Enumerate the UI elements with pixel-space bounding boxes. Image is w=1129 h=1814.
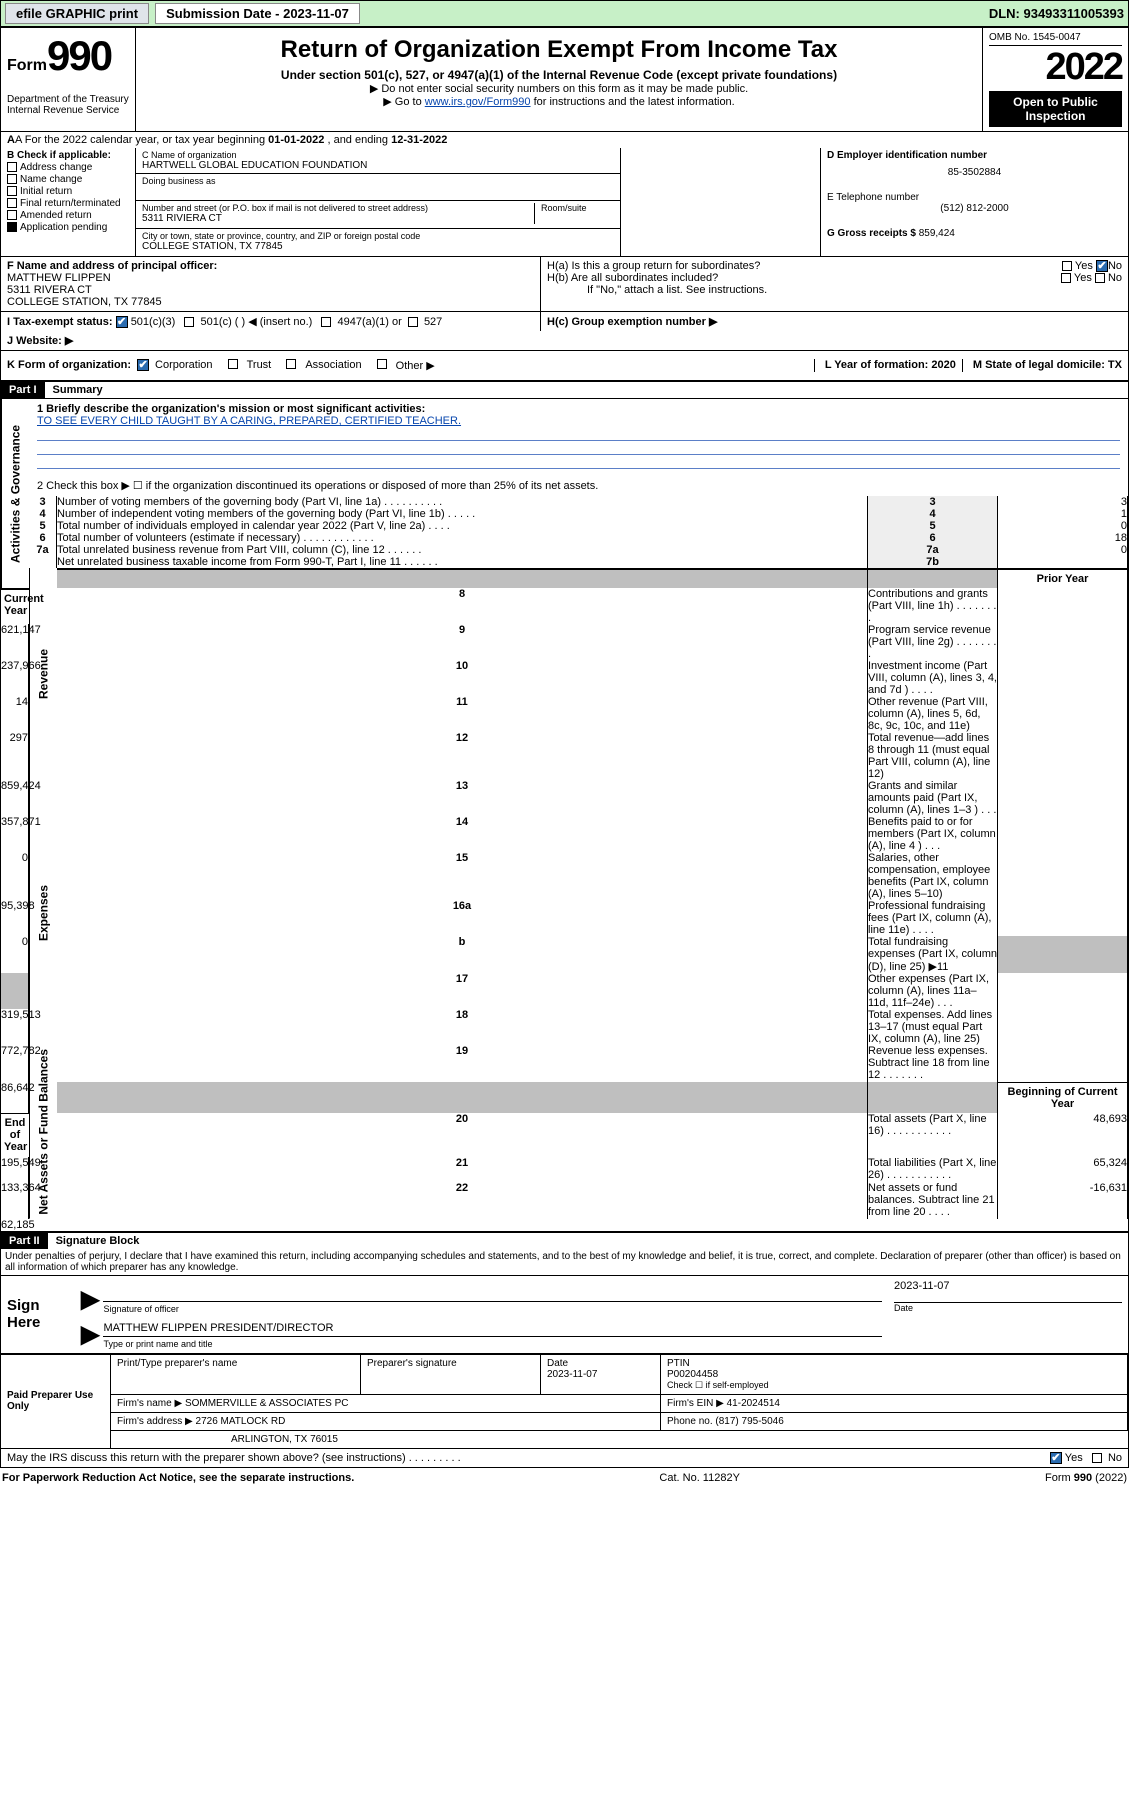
instr-ssn: Do not enter social security numbers on … (142, 82, 976, 95)
form-title: Return of Organization Exempt From Incom… (142, 36, 976, 64)
dln: DLN: 93493311005393 (989, 6, 1124, 21)
section-netassets: Net Assets or Fund Balances (29, 1045, 57, 1219)
box-b: B Check if applicable: Address change Na… (1, 148, 136, 256)
row-klm: K Form of organization: ✔ Corporation Tr… (0, 351, 1129, 381)
box-j: J Website: ▶ (0, 331, 1129, 351)
street: 5311 RIVIERA CT (142, 213, 534, 224)
efile-print-button[interactable]: efile GRAPHIC print (5, 3, 149, 24)
section-expenses: Expenses (29, 780, 57, 1045)
page-footer: For Paperwork Reduction Act Notice, see … (0, 1468, 1129, 1488)
open-public-badge: Open to Public Inspection (989, 91, 1122, 127)
box-d: D Employer identification number 85-3502… (827, 150, 1122, 178)
may-irs-discuss: May the IRS discuss this return with the… (0, 1449, 1129, 1468)
sign-date: 2023-11-07 (894, 1280, 1122, 1302)
efile-topbar: efile GRAPHIC print Submission Date - 20… (0, 0, 1129, 27)
tax-year: 2022 (989, 46, 1122, 89)
treasury-dept: Department of the Treasury Internal Reve… (7, 94, 129, 116)
instr-link-row: ▶ Go to www.irs.gov/Form990 for instruct… (142, 95, 976, 108)
paid-preparer-block: Paid Preparer Use Only Print/Type prepar… (0, 1354, 1129, 1449)
officer-name: MATTHEW FLIPPEN PRESIDENT/DIRECTOR (103, 1322, 882, 1337)
submission-date: Submission Date - 2023-11-07 (155, 3, 360, 24)
section-governance: Activities & Governance (1, 399, 29, 588)
org-name: HARTWELL GLOBAL EDUCATION FOUNDATION (142, 160, 614, 171)
entity-block: B Check if applicable: Address change Na… (0, 148, 1129, 257)
part1-header: Part I Summary (0, 381, 1129, 398)
line-a: AA For the 2022 calendar year, or tax ye… (0, 132, 1129, 148)
box-c: C Name of organization HARTWELL GLOBAL E… (136, 148, 621, 256)
box-g: G Gross receipts $ 859,424 (827, 228, 1122, 239)
omb-number: OMB No. 1545-0047 (989, 32, 1122, 46)
form-number: Form990 (7, 32, 129, 80)
summary-table: Activities & Governance 1 Briefly descri… (0, 398, 1129, 1232)
box-f: F Name and address of principal officer:… (1, 257, 541, 311)
mission-text: TO SEE EVERY CHILD TAUGHT BY A CARING, P… (37, 415, 1120, 427)
section-revenue: Revenue (29, 568, 57, 780)
part2-header: Part II Signature Block (0, 1232, 1129, 1249)
row-i: I Tax-exempt status: ✔ 501(c)(3) 501(c) … (0, 312, 1129, 331)
row-f-h: F Name and address of principal officer:… (0, 257, 1129, 312)
sign-here-block: Sign Here ▶ Signature of officer ▶ MATTH… (0, 1275, 1129, 1354)
penalties-text: Under penalties of perjury, I declare th… (0, 1249, 1129, 1275)
box-h: H(a) Is this a group return for subordin… (541, 257, 1128, 311)
sig-arrow-icon: ▶ (77, 1285, 103, 1314)
irs-link[interactable]: www.irs.gov/Form990 (425, 96, 531, 108)
box-e: E Telephone number (512) 812-2000 (827, 192, 1122, 214)
city-state-zip: COLLEGE STATION, TX 77845 (142, 241, 614, 252)
form-header: Form990 Department of the Treasury Inter… (0, 27, 1129, 132)
form-subtitle: Under section 501(c), 527, or 4947(a)(1)… (142, 68, 976, 82)
box-room-spacer (621, 148, 821, 256)
